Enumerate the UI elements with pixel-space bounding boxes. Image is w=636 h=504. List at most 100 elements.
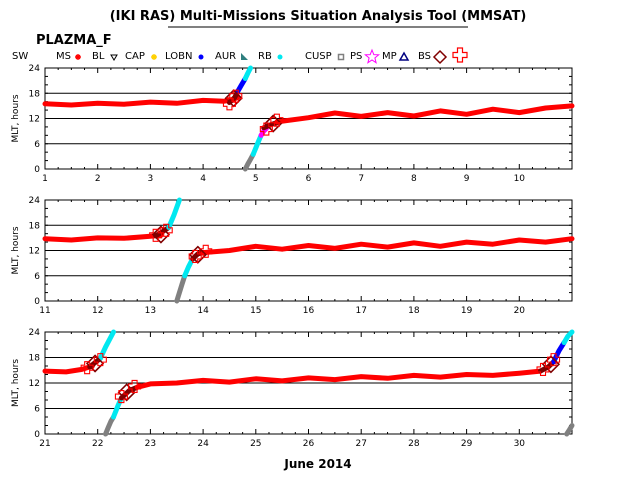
- x-tick-label: 3: [148, 174, 154, 184]
- x-tick-label: 19: [461, 306, 473, 316]
- x-axis-label: June 2014: [283, 457, 351, 471]
- satellite-name: PLAZMA_F: [36, 33, 112, 48]
- legend-label-rb: RB: [258, 51, 272, 62]
- y-axis-label: MLT, hours: [11, 226, 21, 274]
- y-tick-label: 24: [29, 196, 41, 206]
- dot-icon-6: [277, 54, 283, 60]
- legend-label-mp: MP: [382, 51, 397, 62]
- x-tick-label: 10: [514, 174, 526, 184]
- y-axis-label: MLT, hours: [11, 94, 21, 142]
- mp-crossing-marker: [547, 353, 561, 367]
- x-tick-label: 15: [250, 306, 261, 316]
- series-line-cusp: [174, 273, 188, 304]
- series-line-cusp: [564, 423, 575, 437]
- x-tick-label: 21: [39, 439, 50, 449]
- x-tick-label: 11: [39, 306, 50, 316]
- y-axis-label: MLT, hours: [11, 359, 21, 407]
- mp-crossing-marker: [188, 249, 202, 263]
- series-line-rb: [111, 395, 124, 420]
- series-line-ms: [42, 232, 164, 243]
- y-tick-label: 18: [29, 89, 41, 99]
- mp-crossing-marker: [259, 122, 273, 136]
- y-tick-label: 0: [34, 430, 40, 440]
- mp-crossing-marker: [128, 379, 142, 393]
- x-tick-label: 28: [408, 439, 420, 449]
- x-tick-label: 12: [92, 306, 103, 316]
- bs-crossing-marker: [151, 225, 171, 244]
- y-tick-label: 12: [29, 115, 40, 125]
- series-line-ms: [42, 363, 95, 375]
- x-tick-label: 8: [411, 174, 417, 184]
- panel-2: 0 6 12 18 24 11 12 13 14 15 16 17 18 19 20 MLT, hours: [11, 196, 575, 316]
- x-tick-label: 7: [358, 174, 364, 184]
- legend-label-cap: CAP: [125, 51, 145, 62]
- cross-outline-icon-11: [452, 47, 468, 63]
- mp-crossing-marker: [199, 244, 213, 258]
- x-tick-label: 27: [355, 439, 366, 449]
- x-tick-label: 23: [145, 439, 156, 449]
- x-tick-label: 9: [464, 174, 470, 184]
- x-tick-label: 17: [355, 306, 366, 316]
- y-tick-label: 6: [34, 405, 40, 415]
- legend-label-lobn: LOBN: [165, 51, 192, 62]
- legend-label-ms: MS: [56, 51, 71, 62]
- x-tick-label: 20: [514, 306, 526, 316]
- y-tick-label: 6: [34, 140, 40, 150]
- y-tick-label: 12: [29, 247, 40, 257]
- series-line-rb: [250, 132, 264, 157]
- x-tick-label: 24: [197, 439, 209, 449]
- series-line-rb: [242, 65, 253, 81]
- series-line-ms: [134, 368, 543, 390]
- legend-label-bs: BS: [418, 51, 431, 62]
- star-outline-icon-8: [363, 48, 381, 64]
- star-icon-1: [75, 54, 81, 60]
- y-tick-label: 12: [29, 379, 40, 389]
- y-tick-label: 18: [29, 354, 41, 364]
- x-tick-label: 18: [408, 306, 420, 316]
- series-line-bs: [118, 384, 140, 401]
- mp-crossing-marker: [93, 353, 107, 367]
- x-tick-label: 5: [253, 174, 259, 184]
- triangle-up-icon-9: [398, 51, 410, 61]
- mp-crossing-marker: [270, 113, 284, 127]
- x-tick-label: 29: [461, 439, 473, 449]
- series-line-rb: [166, 197, 182, 230]
- y-tick-label: 6: [34, 272, 40, 282]
- series-line-ms: [200, 236, 575, 256]
- mp-crossing-marker: [149, 228, 163, 242]
- series-group: [42, 197, 575, 304]
- square-icon-7: [337, 53, 345, 61]
- x-tick-label: 30: [514, 439, 526, 449]
- x-tick-label: 16: [303, 306, 315, 316]
- legend-label-aur: AUR: [215, 51, 236, 62]
- x-tick-label: 14: [197, 306, 209, 316]
- panel-3: 0 6 12 18 24 21 22 23 24 25 26 27 28 29 30 MLT, hours: [11, 328, 575, 449]
- mp-crossing-marker: [222, 97, 236, 111]
- series-line-cusp: [242, 151, 256, 172]
- bs-crossing-marker: [85, 354, 105, 373]
- series-line-rb: [97, 329, 116, 361]
- y-tick-label: 0: [34, 165, 40, 175]
- legend-label-sw: SW: [12, 51, 28, 62]
- series-line-rb: [561, 329, 575, 346]
- series-line-rb: [551, 340, 567, 365]
- x-tick-label: 2: [95, 174, 101, 184]
- legend: SW MS BL CAP LOBN AUR RB CUSP PS MP BS: [12, 47, 468, 65]
- x-tick-label: 26: [303, 439, 315, 449]
- x-tick-label: 6: [306, 174, 312, 184]
- legend-label-cusp: CUSP: [305, 51, 332, 62]
- x-tick-label: 25: [250, 439, 261, 449]
- legend-label-bl: BL: [92, 51, 105, 62]
- legend-label-ps: PS: [350, 51, 362, 62]
- triangle-down-icon-2: [110, 54, 118, 61]
- series-line-cusp: [103, 414, 116, 437]
- star-icon-3: [151, 54, 157, 60]
- bs-crossing-marker: [264, 114, 283, 133]
- y-tick-label: 24: [29, 64, 41, 74]
- mp-crossing-marker: [536, 362, 550, 376]
- series-group: [42, 329, 575, 437]
- y-tick-label: 18: [29, 221, 41, 231]
- x-tick-label: 13: [145, 306, 156, 316]
